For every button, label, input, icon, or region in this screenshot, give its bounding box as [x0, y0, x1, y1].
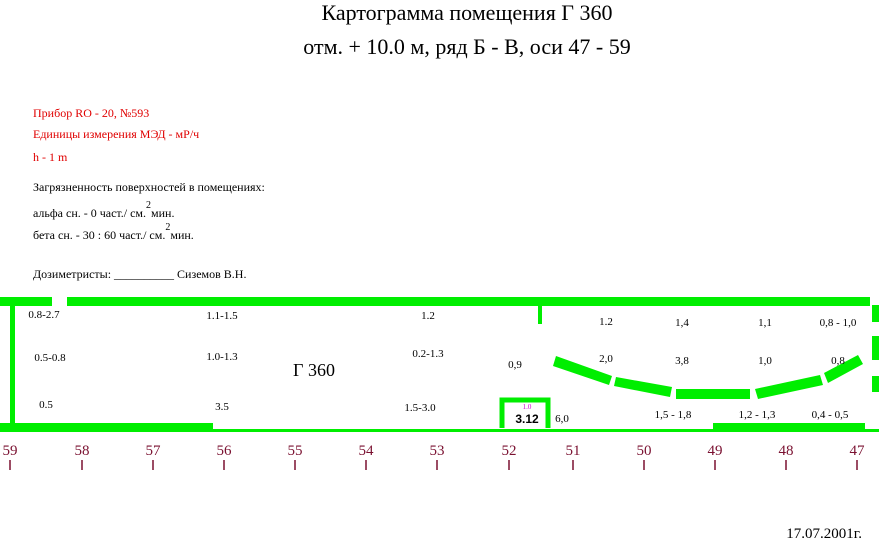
reading: 1.2	[599, 316, 613, 328]
instrument: Единицы измерения МЭД - мР/ч	[33, 127, 199, 141]
axis-label: 56	[217, 443, 233, 459]
contamination-heading: Загрязненность поверхностей в помещениях…	[33, 180, 265, 194]
reading: 0.5-0.8	[34, 352, 66, 364]
axis-label: 47	[850, 443, 866, 459]
reading: 1,1	[758, 317, 772, 329]
axis-label: 59	[3, 443, 18, 459]
reading: 1,5 - 1,8	[655, 409, 692, 421]
axis-label: 55	[288, 443, 303, 459]
dosimetrists: Дозиметристы: __________ Сиземов В.Н.	[33, 267, 246, 281]
box-note: 1.0	[523, 403, 532, 411]
instrument: h - 1 m	[33, 150, 68, 164]
reading: 3.5	[215, 401, 229, 413]
reading: 1.1-1.5	[206, 310, 238, 322]
reading: 2,0	[599, 353, 613, 365]
instrument: Прибор RO - 20, №593	[33, 106, 149, 120]
reading: 6,0	[555, 413, 569, 425]
axis-label: 57	[146, 443, 162, 459]
reading: 0,8	[831, 355, 845, 367]
axis-label: 48	[779, 443, 794, 459]
reading: 0.2-1.3	[412, 348, 444, 360]
reading: 0.8-2.7	[28, 309, 60, 321]
subtitle: отм. + 10.0 м, ряд Б - В, оси 47 - 59	[303, 34, 630, 59]
reading: 1.5-3.0	[404, 402, 436, 414]
axis-label: 58	[75, 443, 90, 459]
title: Картограмма помещения Г 360	[321, 0, 612, 25]
readings-and-axis: 0.8-2.7 1.1-1.5 1.2 1.2 1,4 1,1 0,8 - 1,0 0.5-0…	[3, 309, 866, 470]
reading: 1.0-1.3	[206, 351, 238, 363]
axis-label: 50	[637, 443, 652, 459]
reading: 0.5	[39, 399, 53, 411]
reading: 3,8	[675, 355, 689, 367]
axis-label: 51	[566, 443, 581, 459]
axis-label: 49	[708, 443, 723, 459]
box-value: 3.12	[515, 412, 539, 426]
contamination-line: бета сн. - 30 : 60 част./ см.2мин.	[33, 222, 194, 242]
contamination-line: альфа сн. - 0 част./ см.2мин.	[33, 200, 174, 220]
reading: 0,4 - 0,5	[812, 409, 849, 421]
axis-label: 54	[359, 443, 375, 459]
reading: 1,4	[675, 317, 689, 329]
walls	[0, 297, 879, 432]
reading: 1,0	[758, 355, 772, 367]
room-label: Г 360	[293, 360, 335, 380]
date: 17.07.2001г.	[786, 526, 862, 542]
reading: 0,9	[508, 359, 522, 371]
axis-label: 53	[430, 443, 445, 459]
axis-label: 52	[502, 443, 517, 459]
reading: 0,8 - 1,0	[820, 317, 857, 329]
reading: 1,2 - 1,3	[739, 409, 776, 421]
reading: 1.2	[421, 310, 435, 322]
